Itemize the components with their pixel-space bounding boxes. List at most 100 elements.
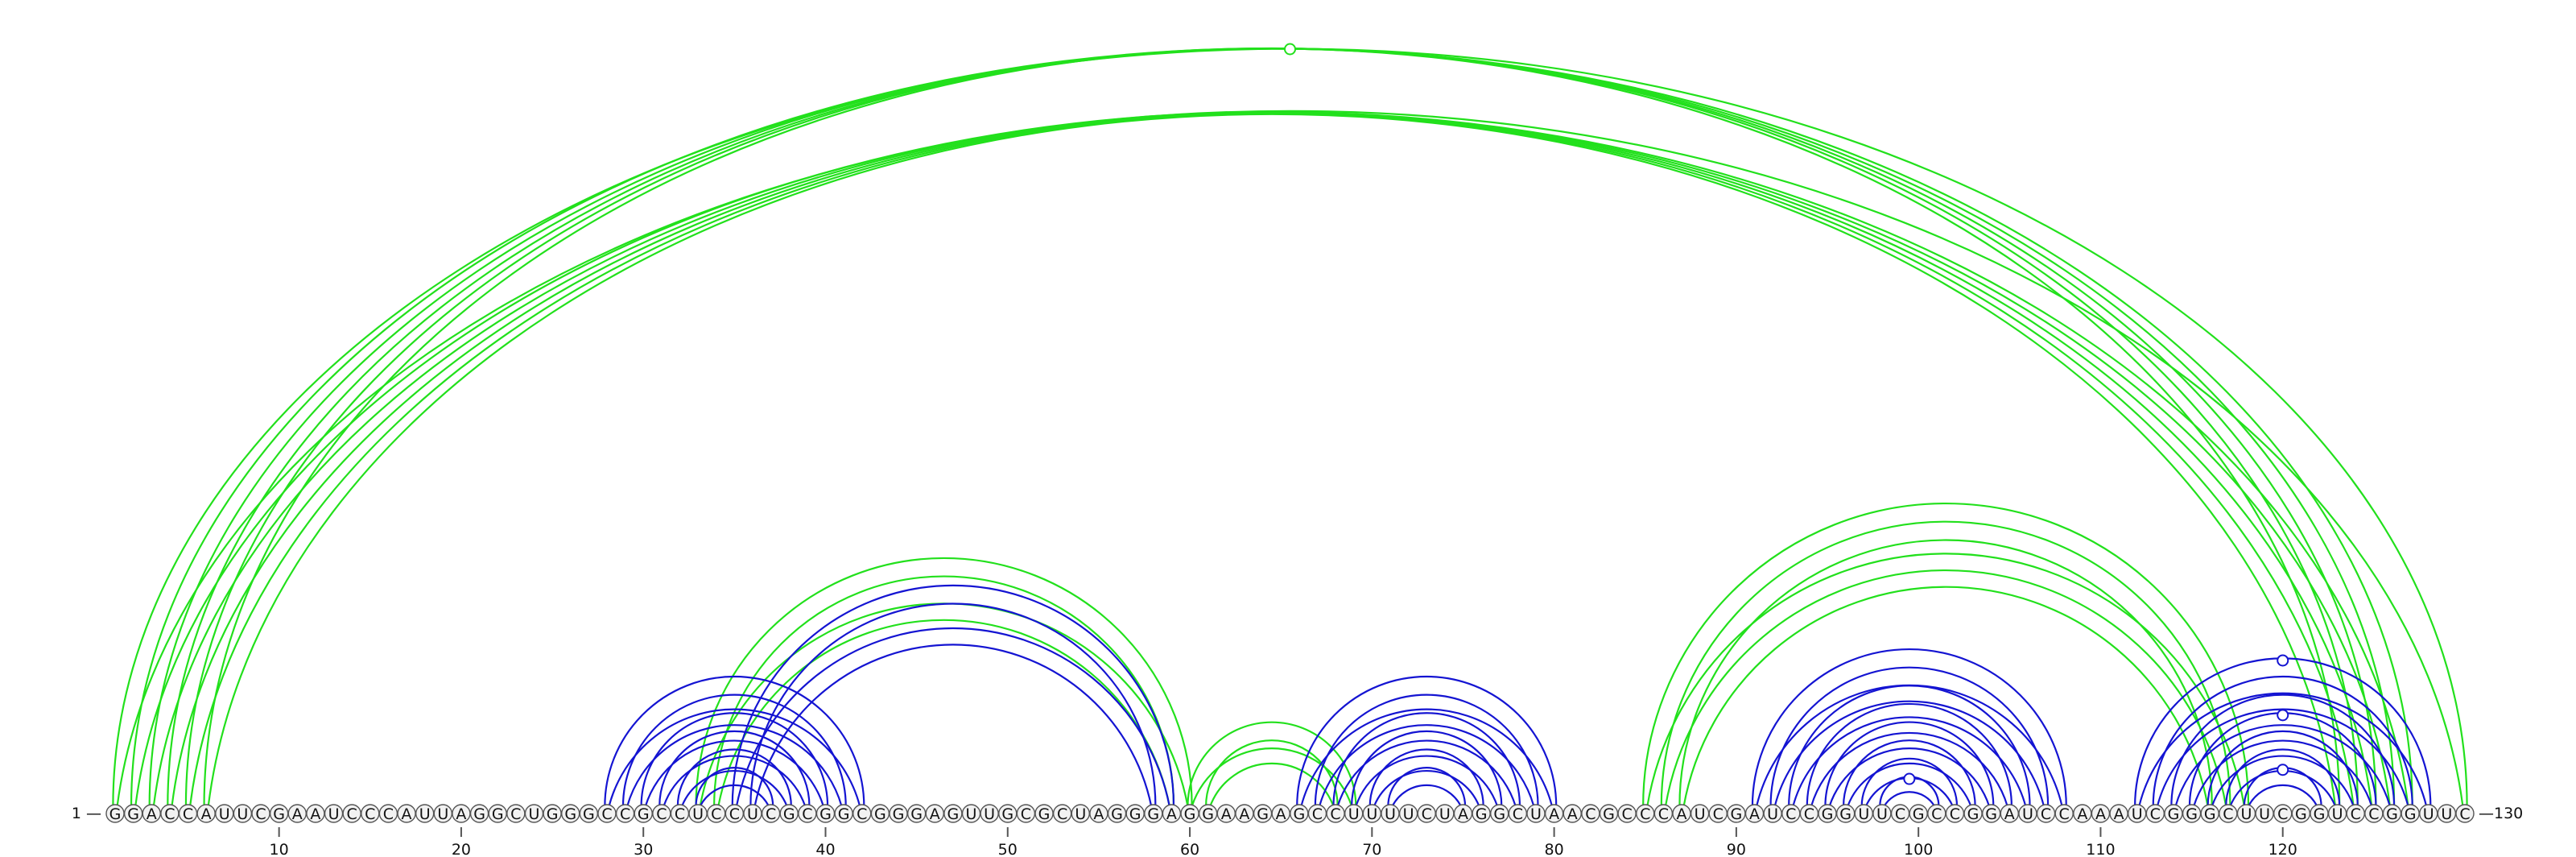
svg-text:G: G bbox=[2295, 805, 2307, 823]
svg-text:A: A bbox=[1221, 805, 1232, 823]
base-pair-arc bbox=[1352, 731, 1501, 806]
nucleotide: C bbox=[2274, 805, 2292, 823]
svg-text:U: U bbox=[528, 805, 539, 823]
svg-text:G: G bbox=[1293, 805, 1305, 823]
nucleotide: C bbox=[1928, 805, 1946, 823]
svg-text:A: A bbox=[147, 805, 157, 823]
arc-marker bbox=[2277, 710, 2288, 720]
base-pair-arc bbox=[1662, 522, 2231, 806]
svg-text:A: A bbox=[1239, 805, 1249, 823]
base-pair-arc bbox=[1393, 785, 1461, 806]
tick-label: 20 bbox=[452, 841, 471, 857]
nucleotide: G bbox=[2292, 805, 2310, 823]
svg-text:C: C bbox=[711, 805, 721, 823]
nucleotide: C bbox=[671, 805, 688, 823]
nucleotide: A bbox=[1162, 805, 1180, 823]
svg-text:C: C bbox=[2150, 805, 2161, 823]
svg-text:C: C bbox=[1585, 805, 1596, 823]
nucleotide: C bbox=[1418, 805, 1435, 823]
svg-text:C: C bbox=[601, 805, 612, 823]
svg-text:C: C bbox=[1621, 805, 1632, 823]
nucleotide: C bbox=[343, 805, 361, 823]
arc-marker bbox=[2277, 764, 2288, 775]
nucleotide: U bbox=[963, 805, 980, 823]
svg-text:C: C bbox=[620, 805, 630, 823]
nucleotide: G bbox=[543, 805, 561, 823]
base-pair-arc bbox=[659, 731, 809, 806]
svg-text:C: C bbox=[1785, 805, 1796, 823]
svg-text:G: G bbox=[2186, 805, 2198, 823]
base-pair-arc bbox=[1319, 725, 1534, 806]
base-pair-arc bbox=[1807, 704, 2012, 806]
svg-text:U: U bbox=[219, 805, 230, 823]
nucleotide: C bbox=[1637, 805, 1654, 823]
nucleotide: C bbox=[161, 805, 179, 823]
nucleotide: U bbox=[233, 805, 251, 823]
svg-text:G: G bbox=[2168, 805, 2180, 823]
nucleotide: C bbox=[1709, 805, 1727, 823]
nucleotide: C bbox=[1782, 805, 1800, 823]
tick-label: 100 bbox=[1904, 841, 1933, 857]
nucleotide: G bbox=[125, 805, 142, 823]
base-pair-arc bbox=[1374, 771, 1480, 806]
base-pair-arc bbox=[1771, 668, 2049, 806]
nucleotide: G bbox=[562, 805, 580, 823]
nucleotide: C bbox=[180, 805, 197, 823]
svg-text:G: G bbox=[109, 805, 122, 823]
svg-text:G: G bbox=[2314, 805, 2326, 823]
svg-text:G: G bbox=[547, 805, 559, 823]
nucleotide: U bbox=[980, 805, 998, 823]
svg-text:A: A bbox=[201, 805, 212, 823]
nucleotide: G bbox=[270, 805, 288, 823]
svg-text:C: C bbox=[1513, 805, 1523, 823]
nucleotide: C bbox=[507, 805, 525, 823]
sequence-start-label: 1 — bbox=[72, 805, 101, 822]
base-pair-arc bbox=[1192, 748, 1352, 806]
svg-text:C: C bbox=[1931, 805, 1942, 823]
tick-label: 110 bbox=[2086, 841, 2115, 857]
svg-text:A: A bbox=[292, 805, 303, 823]
svg-text:A: A bbox=[1166, 805, 1177, 823]
svg-text:G: G bbox=[1129, 805, 1141, 823]
svg-text:U: U bbox=[328, 805, 340, 823]
nucleotide: A bbox=[288, 805, 306, 823]
svg-text:U: U bbox=[692, 805, 704, 823]
nucleotide: A bbox=[1563, 805, 1581, 823]
nucleotide: U bbox=[1527, 805, 1545, 823]
base-pair-arc bbox=[113, 49, 2467, 806]
nucleotide: C bbox=[2055, 805, 2073, 823]
svg-text:C: C bbox=[675, 805, 685, 823]
base-pair-arc bbox=[131, 48, 2413, 806]
svg-text:U: U bbox=[1695, 805, 1706, 823]
nucleotide: U bbox=[216, 805, 233, 823]
nucleotide: A bbox=[1272, 805, 1290, 823]
base-pair-arc bbox=[1301, 710, 1552, 806]
svg-text:A: A bbox=[310, 805, 320, 823]
svg-text:C: C bbox=[2459, 805, 2470, 823]
nucleotide: C bbox=[252, 805, 270, 823]
nucleotide: A bbox=[142, 805, 160, 823]
nucleotide: U bbox=[325, 805, 343, 823]
svg-text:U: U bbox=[1876, 805, 1888, 823]
svg-text:G: G bbox=[1913, 805, 1925, 823]
svg-text:U: U bbox=[1530, 805, 1542, 823]
nucleotide: U bbox=[1381, 805, 1399, 823]
svg-text:G: G bbox=[893, 805, 905, 823]
nucleotide: U bbox=[1363, 805, 1381, 823]
nucleotide: C bbox=[1800, 805, 1818, 823]
svg-text:C: C bbox=[510, 805, 521, 823]
svg-text:U: U bbox=[2441, 805, 2452, 823]
nucleotide: U bbox=[1855, 805, 1872, 823]
tick-label: 90 bbox=[1727, 841, 1746, 857]
svg-text:A: A bbox=[1677, 805, 1687, 823]
base-pair-arc bbox=[1666, 570, 2226, 806]
nucleotide: C bbox=[2037, 805, 2055, 823]
svg-text:G: G bbox=[564, 805, 576, 823]
nucleotide: G bbox=[1199, 805, 1217, 823]
svg-text:U: U bbox=[984, 805, 995, 823]
base-pair-arc bbox=[171, 113, 2372, 806]
base-pair-arc bbox=[755, 644, 1152, 806]
nucleotide: C bbox=[1654, 805, 1672, 823]
nucleotide: A bbox=[1454, 805, 1472, 823]
nucleotide: C bbox=[2219, 805, 2237, 823]
